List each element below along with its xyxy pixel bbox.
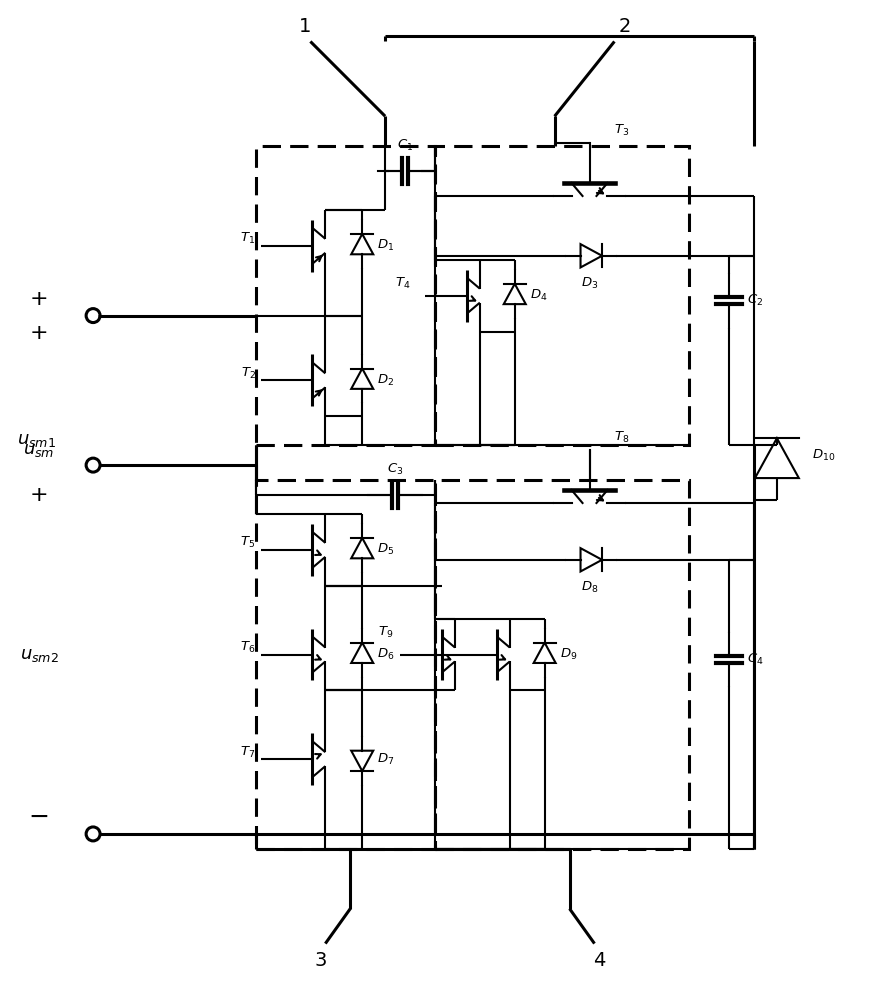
Text: $T_5$: $T_5$	[241, 535, 255, 550]
Text: $T_2$: $T_2$	[241, 366, 255, 381]
Text: $D_3$: $D_3$	[580, 276, 598, 291]
Text: $D_2$: $D_2$	[377, 373, 395, 388]
Text: $T_9$: $T_9$	[378, 625, 393, 640]
Text: $u_{sm2}$: $u_{sm2}$	[20, 646, 59, 664]
Text: $C_1$: $C_1$	[397, 138, 414, 153]
Text: $T_6$: $T_6$	[240, 640, 255, 655]
Text: $D_8$: $D_8$	[580, 580, 598, 595]
Text: $C_2$: $C_2$	[747, 293, 763, 308]
Text: $T_1$: $T_1$	[241, 231, 255, 246]
Text: 2: 2	[618, 17, 631, 36]
Text: −: −	[29, 805, 50, 829]
Text: $T_8$: $T_8$	[614, 430, 630, 445]
Text: $D_4$: $D_4$	[530, 288, 547, 303]
Text: $T_3$: $T_3$	[614, 123, 630, 138]
Text: $u_{sm}$: $u_{sm}$	[23, 441, 55, 459]
Text: $C_3$: $C_3$	[387, 462, 403, 477]
Text: +: +	[30, 485, 49, 505]
Text: $D_7$: $D_7$	[377, 752, 395, 767]
Text: $T_7$: $T_7$	[241, 745, 255, 760]
Text: $C_4$: $C_4$	[747, 652, 764, 667]
Text: $D_{10}$: $D_{10}$	[812, 448, 835, 463]
Text: $D_6$: $D_6$	[377, 647, 395, 662]
Text: 1: 1	[299, 17, 312, 36]
Text: 4: 4	[594, 951, 606, 970]
Text: $T_4$: $T_4$	[395, 276, 410, 291]
Text: $D_1$: $D_1$	[377, 238, 395, 253]
Text: 3: 3	[315, 951, 327, 970]
Text: +: +	[30, 289, 49, 309]
Text: $D_9$: $D_9$	[560, 647, 577, 662]
Text: $u_{sm1}$: $u_{sm1}$	[17, 431, 56, 449]
Text: $D_5$: $D_5$	[377, 542, 395, 557]
Text: +: +	[30, 323, 49, 343]
